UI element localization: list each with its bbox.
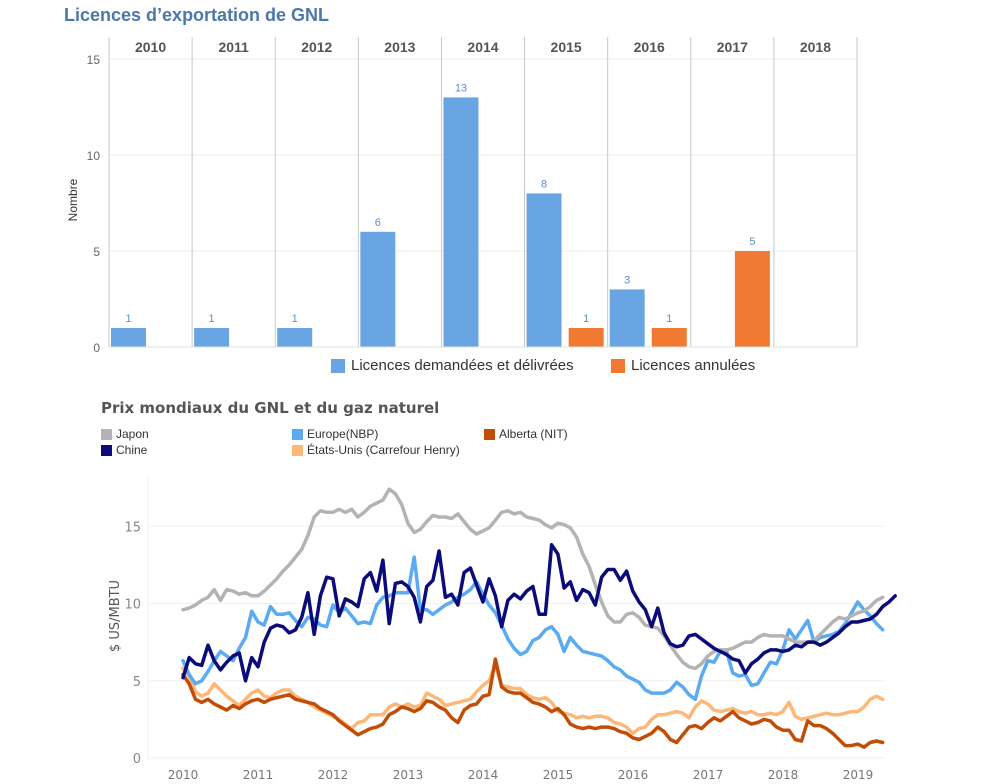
x-tick-label: 2011 [243, 768, 274, 782]
bar [526, 193, 562, 347]
bar-value-label: 1 [292, 313, 298, 325]
bar-value-label: 3 [624, 274, 630, 286]
legend-label: Europe(NBP) [307, 427, 379, 441]
bar-value-label: 1 [209, 313, 215, 325]
legend-label: États-Unis (Carrefour Henry) [307, 443, 460, 457]
bar [734, 251, 770, 347]
legend-label: Japon [116, 427, 149, 441]
year-header-label: 2014 [467, 39, 498, 55]
bar [651, 328, 687, 347]
legend-label: Alberta (NIT) [499, 427, 568, 441]
bar [111, 328, 146, 347]
y-axis-label: $ US/MBTU [108, 580, 123, 652]
legend-swatch [101, 444, 112, 456]
line-legend-item-alberta: Alberta (NIT) [484, 427, 568, 441]
series-line-europe-nbp- [181, 555, 885, 702]
legend-label: Chine [116, 443, 148, 457]
bar [609, 289, 645, 347]
bar [360, 231, 396, 347]
y-tick-label: 5 [133, 675, 141, 690]
legend-swatch [484, 428, 495, 440]
bar-value-label: 1 [125, 313, 131, 325]
y-tick-label: 0 [133, 752, 141, 767]
series-line-japon [181, 487, 885, 671]
x-tick-label: 2018 [768, 768, 799, 782]
x-tick-label: 2010 [168, 768, 199, 782]
x-tick-label: 2015 [543, 768, 574, 782]
line-legend-item-japon: Japon [101, 427, 149, 441]
year-header-label: 2016 [634, 39, 665, 55]
bar [277, 328, 313, 347]
x-tick-label: 2012 [318, 768, 349, 782]
legend-label: Licences demandées et délivrées [351, 357, 574, 374]
year-header-label: 2012 [301, 39, 332, 55]
bar [194, 328, 230, 347]
x-tick-label: 2014 [468, 768, 499, 782]
legend-label: Licences annulées [631, 357, 756, 374]
series-line-chine [181, 543, 897, 683]
legend-swatch [292, 444, 303, 456]
line-chart-title: Prix mondiaux du GNL et du gaz naturel [101, 399, 440, 417]
bar-value-label: 13 [455, 82, 467, 94]
year-header-label: 2017 [717, 39, 748, 55]
legend-swatch [611, 358, 625, 373]
y-tick-label: 15 [87, 53, 101, 67]
line-legend-item-chine: Chine [101, 443, 147, 457]
series-line-alberta-nit- [181, 657, 885, 749]
bar-chart-title: Licences d’exportation de GNL [64, 5, 330, 25]
bar-value-label: 1 [666, 313, 672, 325]
y-tick-label: 5 [93, 245, 100, 259]
line-legend-item-europe: Europe(NBP) [292, 427, 378, 441]
year-header-label: 2011 [218, 39, 249, 55]
series-line--tats-unis-carrefour-henry- [181, 663, 885, 736]
bar-legend-item-cancelled: Licences annulées [611, 357, 755, 374]
y-tick-label: 10 [124, 598, 141, 613]
legend-swatch [101, 428, 112, 440]
bar-value-label: 1 [583, 313, 589, 325]
year-header-label: 2018 [800, 39, 831, 55]
legend-swatch [331, 358, 345, 373]
bar-value-label: 6 [375, 217, 381, 229]
bar [568, 328, 604, 347]
x-tick-label: 2019 [843, 768, 874, 782]
year-header-label: 2013 [384, 39, 415, 55]
bar-value-label: 5 [749, 236, 755, 248]
year-header-label: 2010 [135, 39, 166, 55]
x-tick-label: 2013 [393, 768, 424, 782]
bar-legend-item-delivered: Licences demandées et délivrées [331, 357, 574, 374]
bar [443, 97, 479, 348]
y-tick-label: 0 [93, 341, 100, 355]
legend-swatch [292, 428, 303, 440]
x-tick-label: 2016 [618, 768, 649, 782]
line-legend-item-usa: États-Unis (Carrefour Henry) [292, 443, 460, 457]
y-axis-label: Nombre [66, 178, 80, 221]
y-tick-label: 15 [124, 520, 141, 535]
bar-value-label: 8 [541, 178, 547, 190]
y-tick-label: 10 [87, 149, 101, 163]
year-header-label: 2015 [551, 39, 582, 55]
x-tick-label: 2017 [693, 768, 724, 782]
